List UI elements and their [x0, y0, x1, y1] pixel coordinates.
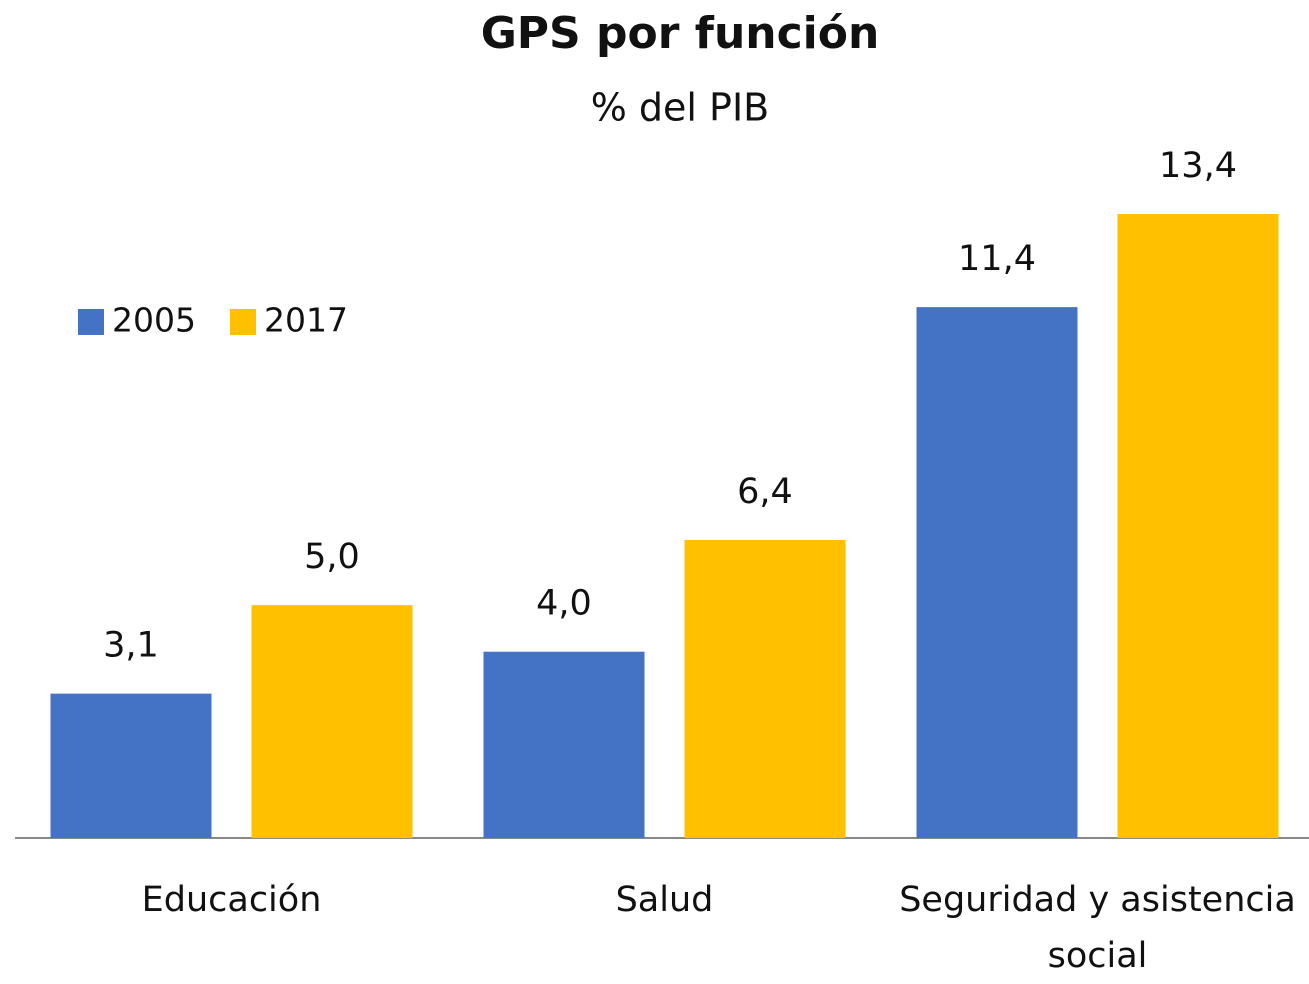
- chart-title: GPS por función: [481, 8, 880, 59]
- bar: [484, 652, 645, 838]
- value-label: 13,4: [1159, 146, 1237, 186]
- bar: [685, 540, 846, 838]
- legend-swatch: [78, 309, 104, 335]
- legend-label: 2017: [264, 301, 348, 340]
- x-tick-label: Salud: [450, 872, 880, 928]
- value-label: 11,4: [958, 239, 1036, 279]
- x-tick-label: Educación: [17, 872, 447, 928]
- value-label: 3,1: [103, 626, 159, 666]
- value-label: 6,4: [737, 472, 793, 512]
- x-tick-label: Seguridad y asistencia social: [883, 872, 1309, 984]
- value-label: 5,0: [304, 537, 360, 577]
- chart-subtitle: % del PIB: [591, 86, 770, 130]
- value-label: 4,0: [536, 584, 592, 624]
- legend-swatch: [230, 309, 256, 335]
- bar: [917, 307, 1078, 838]
- legend-label: 2005: [112, 301, 196, 340]
- bar: [1118, 214, 1279, 838]
- bar: [252, 605, 413, 838]
- bar: [51, 694, 212, 838]
